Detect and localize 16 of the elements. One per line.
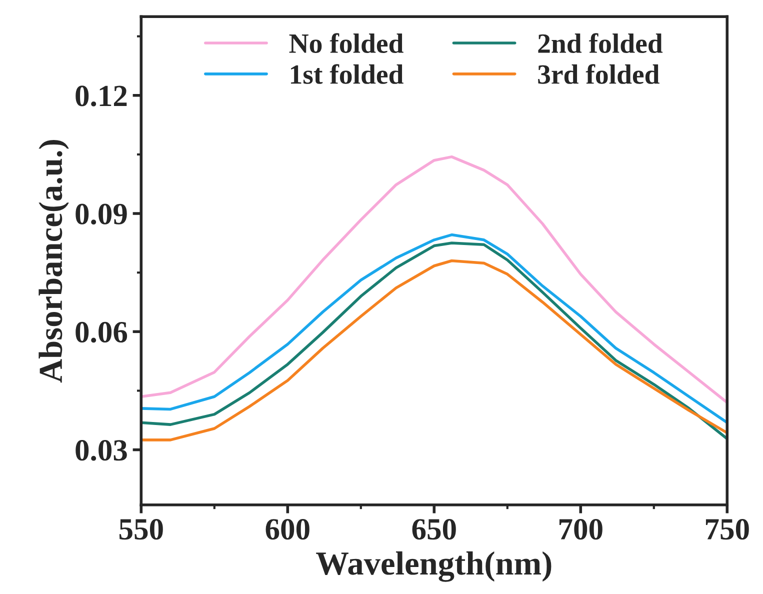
y-tick-label: 0.12 <box>76 86 127 106</box>
legend-label: 1st folded <box>290 64 404 84</box>
legend-label: 3rd folded <box>538 64 660 84</box>
x-tick-label: 600 <box>266 518 310 540</box>
y-tick-label: 0.06 <box>76 322 128 343</box>
y-tick-label: 0.09 <box>76 204 127 225</box>
legend-label: No folded <box>289 33 404 54</box>
y-axis-title: Absorbance(a.u.) <box>38 140 69 383</box>
x-axis-title: Wavelength(nm) <box>316 551 552 582</box>
x-tick-label: 750 <box>706 518 749 540</box>
x-tick-label: 700 <box>559 518 602 540</box>
y-tick-label: 0.03 <box>76 440 127 461</box>
x-tick-label: 650 <box>412 518 456 540</box>
legend-label: 2nd folded <box>538 33 663 54</box>
x-tick-label: 550 <box>119 518 163 540</box>
line-series <box>141 155 728 404</box>
